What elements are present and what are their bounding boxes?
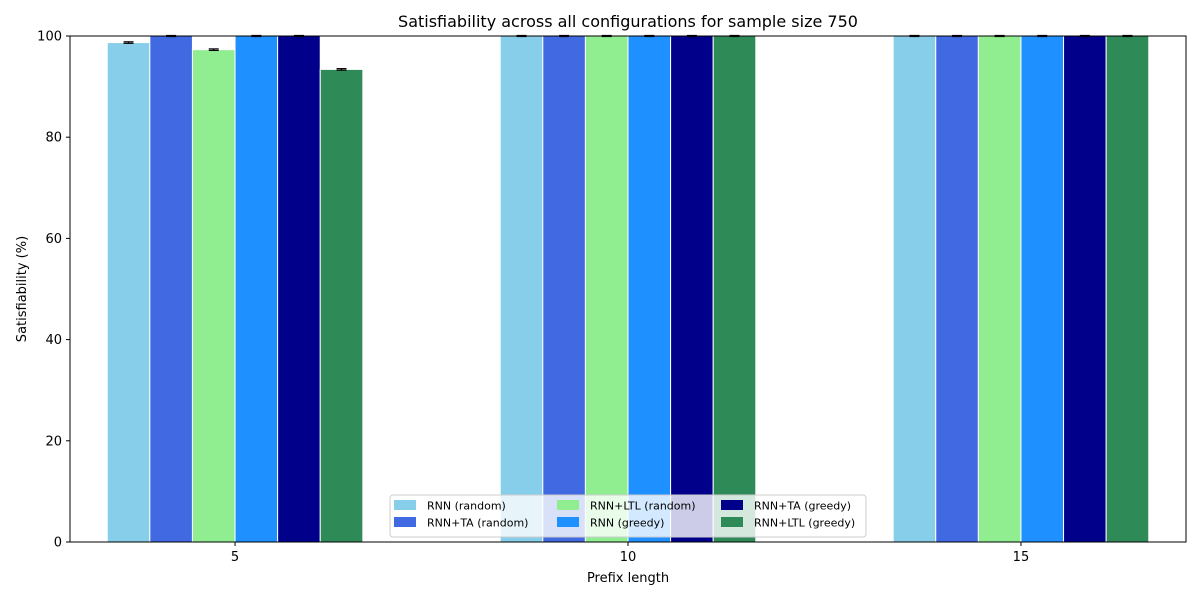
legend-entry: RNN (greedy) [590, 517, 664, 530]
y-tick-label: 0 [54, 536, 62, 551]
bar [670, 35, 714, 543]
legend-entry: RNN+TA (random) [427, 517, 528, 530]
legend-entry: RNN+LTL (random) [590, 500, 696, 513]
legend-entry: RNN+LTL (greedy) [754, 517, 855, 530]
x-tick-label: 15 [1013, 550, 1030, 565]
bar [234, 35, 279, 543]
bar [542, 35, 586, 543]
bar [627, 35, 672, 543]
y-axis-label: Satisfiability (%) [15, 236, 30, 342]
y-tick-label: 100 [37, 30, 62, 45]
bar [712, 35, 757, 543]
x-tick-label: 10 [620, 550, 637, 565]
legend-swatch [557, 500, 579, 510]
legend-entry: RNN+TA (greedy) [754, 500, 851, 513]
bar [584, 35, 629, 543]
bar [1063, 35, 1107, 543]
legend-swatch [557, 517, 579, 527]
bar [977, 35, 1022, 543]
bar [892, 35, 937, 543]
y-tick-label: 20 [45, 434, 62, 449]
bar [499, 35, 544, 543]
legend-swatch [394, 517, 416, 527]
legend-box [389, 494, 867, 538]
legend-swatch [394, 500, 416, 510]
bar [319, 68, 364, 543]
axes-layer: 0 20 40 60 80 100 5 10 15 [37, 30, 1187, 565]
bars-layer [106, 34, 1150, 543]
x-tick-label: 5 [231, 550, 239, 565]
bar [191, 49, 236, 543]
bar [277, 35, 321, 543]
bar [106, 42, 151, 543]
legend-swatch [721, 517, 743, 527]
bar [1105, 35, 1150, 543]
legend-swatch [721, 500, 743, 510]
legend: RNN (random) RNN+TA (random) RNN+LTL (rand… [389, 494, 867, 538]
bar [149, 35, 193, 543]
chart-title: Satisfiability across all configurations… [398, 12, 858, 31]
bar [935, 35, 979, 543]
bar [1020, 35, 1065, 543]
legend-entry: RNN (random) [427, 500, 506, 513]
y-tick-label: 60 [45, 232, 62, 247]
x-axis-label: Prefix length [587, 571, 669, 586]
y-tick-label: 40 [45, 333, 62, 348]
y-tick-label: 80 [45, 131, 62, 146]
